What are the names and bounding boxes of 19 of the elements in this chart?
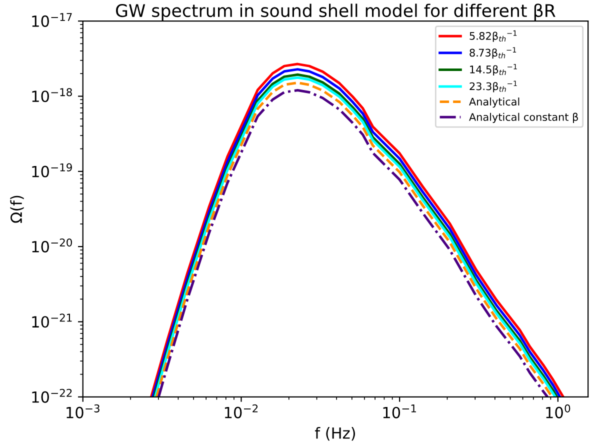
chart-title: GW spectrum in sound shell model for different βR xyxy=(116,4,556,20)
y-tick-label: 10$^{−19}$ xyxy=(32,163,72,178)
x-tick-label: 10$^{0}$ xyxy=(546,404,570,418)
x-axis-title: f (Hz) xyxy=(314,426,355,441)
legend-label: 5.82β$_{th}$$^{−1}$ xyxy=(470,30,517,42)
y-tick-label: 10$^{−21}$ xyxy=(32,314,72,328)
y-tick-label: 10$^{−20}$ xyxy=(32,238,72,252)
y-tick-label: 10$^{−22}$ xyxy=(32,388,72,403)
legend-label: Analytical constant β xyxy=(469,112,578,123)
y-axis-title: Ω(f) xyxy=(10,196,24,223)
legend-label: Analytical xyxy=(469,98,520,108)
legend-label: 8.73β$_{th}$$^{−1}$ xyxy=(470,47,516,59)
y-tick-label: 10$^{−18}$ xyxy=(32,88,72,102)
legend-label: 23.3β$_{th}$$^{−1}$ xyxy=(470,80,517,92)
x-tick-label: 10$^{−3}$ xyxy=(66,404,100,418)
x-tick-label: 10$^{−1}$ xyxy=(383,404,416,418)
x-tick-label: 10$^{−2}$ xyxy=(224,404,258,418)
y-tick-label: 10$^{−17}$ xyxy=(32,13,72,27)
legend-label: 14.5β$_{th}$$^{−1}$ xyxy=(470,64,517,76)
